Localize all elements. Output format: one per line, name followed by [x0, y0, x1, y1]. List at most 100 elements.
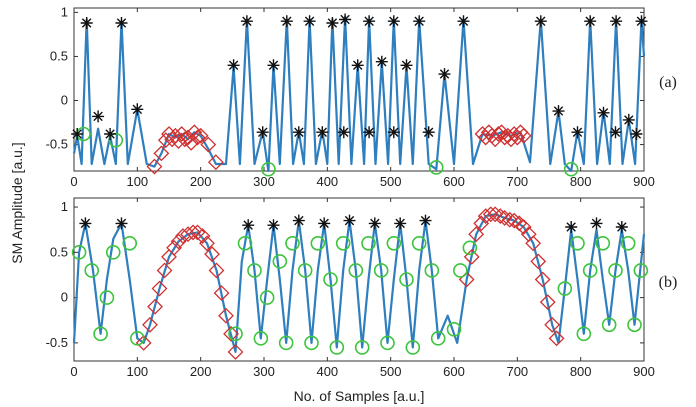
- circle-marker: [105, 245, 121, 260]
- star-marker: [622, 113, 635, 126]
- circle-marker: [405, 340, 421, 355]
- diamond-marker: [208, 262, 225, 279]
- diamond-marker: [509, 129, 526, 146]
- circle-marker: [278, 335, 294, 351]
- circle-marker: [373, 263, 389, 278]
- circle-marker: [563, 161, 579, 177]
- circle-marker: [386, 235, 402, 251]
- x-tick-label: 200: [190, 364, 212, 379]
- star-marker: [240, 15, 253, 28]
- star-marker: [387, 15, 400, 28]
- y-tick-label: -0.5: [46, 137, 68, 152]
- diamond-marker: [147, 298, 163, 315]
- diamond-marker: [223, 325, 239, 342]
- diamond-marker: [142, 316, 158, 333]
- y-tick-label: 0.5: [50, 48, 68, 63]
- circle-marker: [237, 235, 253, 251]
- circle-marker: [424, 263, 440, 278]
- star-marker: [375, 55, 388, 68]
- diamond-marker: [170, 233, 187, 250]
- x-tick-label: 400: [316, 174, 338, 189]
- diamond-marker: [492, 208, 509, 225]
- circle-marker: [247, 263, 262, 278]
- circle-marker: [608, 263, 623, 278]
- x-axis-title: No. of Samples [a.u.]: [294, 388, 425, 404]
- star-marker: [534, 15, 547, 28]
- x-tick-label: 900: [633, 364, 655, 379]
- x-tick-label: 900: [633, 174, 655, 189]
- star-marker: [280, 15, 293, 28]
- diamond-marker: [200, 136, 217, 153]
- star-marker: [267, 59, 280, 72]
- diamond-marker: [166, 239, 182, 256]
- diamond-marker: [213, 285, 230, 302]
- diamond-marker: [496, 210, 513, 226]
- star-marker: [115, 17, 128, 29]
- diamond-marker: [161, 126, 177, 142]
- x-tick-label: 600: [443, 174, 465, 189]
- diamond-marker: [183, 134, 200, 151]
- circle-marker: [453, 263, 468, 278]
- diamond-marker: [227, 344, 244, 360]
- diamond-marker: [487, 206, 504, 223]
- y-tick-label: 0: [61, 93, 68, 108]
- star-marker: [267, 219, 280, 232]
- x-tick-label: 300: [253, 174, 275, 189]
- star-marker: [256, 126, 269, 139]
- diamond-marker: [544, 316, 561, 333]
- star-marker: [609, 126, 622, 139]
- diamond-marker: [167, 127, 184, 144]
- star-marker: [79, 217, 92, 230]
- star-marker: [326, 17, 339, 29]
- circle-marker: [253, 331, 269, 346]
- diamond-marker: [180, 226, 196, 243]
- star-marker: [92, 110, 105, 123]
- star-marker: [615, 221, 628, 233]
- star-marker: [597, 106, 610, 119]
- circle-marker: [122, 235, 138, 251]
- star-marker: [363, 126, 376, 139]
- y-tick-label: 0: [61, 290, 68, 305]
- diamond-marker: [194, 228, 211, 244]
- y-tick-label: -0.5: [46, 335, 68, 350]
- panel-label: (b): [659, 274, 678, 291]
- diamond-marker: [496, 129, 513, 146]
- diamond-marker: [534, 271, 551, 288]
- x-tick-label: 700: [506, 364, 528, 379]
- diamond-marker: [539, 294, 556, 311]
- diamond-marker: [477, 129, 494, 146]
- x-tick-label: 500: [380, 364, 402, 379]
- x-tick-label: 800: [570, 174, 592, 189]
- star-marker: [590, 217, 603, 230]
- diamond-marker: [218, 307, 234, 324]
- x-tick-label: 100: [126, 364, 148, 379]
- y-tick-label: 0.5: [50, 244, 68, 259]
- circle-marker: [259, 290, 275, 305]
- star-marker: [115, 217, 128, 230]
- circle-marker: [348, 263, 364, 278]
- x-tick-label: 500: [380, 174, 402, 189]
- circle-marker: [84, 263, 100, 278]
- x-tick-label: 0: [70, 174, 77, 189]
- star-marker: [318, 217, 331, 230]
- star-marker: [368, 217, 381, 230]
- circle-marker: [428, 160, 444, 175]
- circle-marker: [430, 331, 446, 346]
- diamond-marker: [515, 219, 532, 235]
- star-marker: [394, 217, 407, 230]
- star-marker: [303, 15, 316, 28]
- circle-marker: [462, 240, 478, 256]
- diamond-marker: [135, 334, 152, 351]
- diamond-marker: [506, 212, 523, 229]
- star-marker: [131, 103, 144, 116]
- star-marker: [71, 128, 84, 140]
- circle-marker: [446, 322, 462, 337]
- x-tick-label: 100: [126, 174, 148, 189]
- diamond-marker: [204, 246, 220, 263]
- circle-marker: [582, 263, 598, 278]
- star-marker: [316, 126, 329, 139]
- star-marker: [584, 15, 597, 28]
- star-marker: [104, 128, 117, 140]
- circle-marker: [323, 272, 338, 287]
